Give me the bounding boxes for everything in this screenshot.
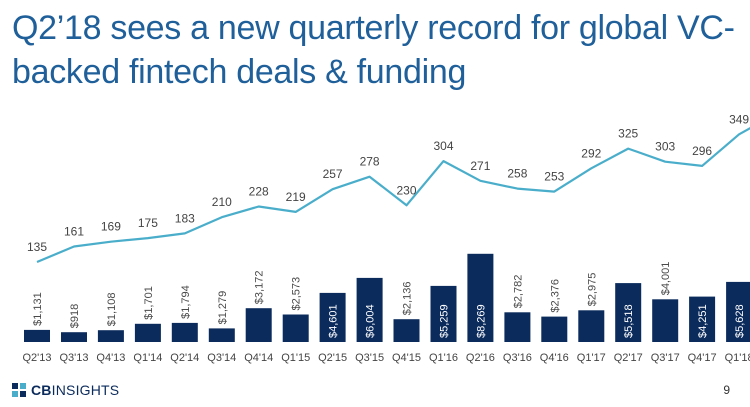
bar-Q1'17 — [578, 310, 605, 342]
cb-logo-icon — [12, 383, 26, 397]
x-tick-label: Q1'18 — [725, 352, 750, 364]
bar-Q3'15 — [356, 277, 383, 342]
x-tick-label: Q2'15 — [318, 352, 347, 364]
x-tick-label: Q3'13 — [59, 352, 88, 364]
bar-value-label: $5,259 — [439, 304, 451, 338]
bar-Q2'16 — [467, 253, 494, 342]
page-number: 9 — [723, 383, 730, 397]
x-tick-label: Q4'13 — [96, 352, 125, 364]
deal-count-label: 257 — [323, 167, 343, 181]
x-tick-label: Q1'15 — [281, 352, 310, 364]
deal-count-label: 135 — [27, 240, 47, 254]
bar-value-label: $1,108 — [106, 293, 118, 327]
deal-count-label: 349 — [729, 112, 749, 126]
deal-count-label: 175 — [138, 216, 158, 230]
bar-value-label: $3,172 — [254, 271, 266, 305]
deal-count-label: 161 — [64, 225, 84, 239]
bar-Q4'16 — [541, 316, 568, 342]
bar-Q1'15 — [282, 314, 309, 342]
deal-count-label: 210 — [212, 195, 232, 209]
x-tick-label: Q4'15 — [392, 352, 421, 364]
x-tick-label: Q4'17 — [688, 352, 717, 364]
deal-count-label: 183 — [175, 211, 195, 225]
logo-brand: CB — [31, 382, 52, 398]
bar-Q3'17 — [652, 299, 679, 342]
x-tick-label: Q3'14 — [207, 352, 236, 364]
x-tick-label: Q3'17 — [651, 352, 680, 364]
bar-value-label: $918 — [69, 304, 81, 328]
deal-count-label: 304 — [433, 139, 453, 153]
deal-count-label: 303 — [655, 140, 675, 154]
x-axis-labels: Q2'13 Q3'13 Q4'13 Q1'14 Q2'14 Q3'14 Q4'14 Q1'15… — [22, 352, 750, 364]
bar-Q4'15 — [393, 319, 420, 342]
deal-count-label: 296 — [692, 144, 712, 158]
deal-count-label: 271 — [470, 159, 490, 173]
deal-count-label: 292 — [581, 146, 601, 160]
bars-layer: $1,131 $918 $1,108 $1,701 $1,794 $1,279 $3,172… — [24, 253, 750, 342]
bar-Q2'13 — [24, 329, 50, 342]
deal-count-label: 253 — [544, 170, 564, 184]
bar-Q1'18 — [726, 281, 750, 342]
bar-Q2'14 — [171, 322, 198, 342]
x-tick-label: Q1'16 — [429, 352, 458, 364]
bar-Q4'14 — [245, 308, 272, 342]
x-tick-label: Q3'15 — [355, 352, 384, 364]
chart-title: Q2’18 sees a new quarterly record for gl… — [12, 9, 735, 91]
deal-count-label: 219 — [286, 190, 306, 204]
bar-value-label: $2,573 — [291, 277, 303, 311]
bar-value-label: $2,782 — [512, 275, 524, 309]
x-tick-label: Q1'17 — [577, 352, 606, 364]
bar-value-label: $1,279 — [217, 291, 229, 325]
bar-Q3'13 — [61, 332, 87, 342]
bar-value-label: $2,376 — [549, 279, 561, 313]
deal-count-label: 230 — [396, 183, 416, 197]
x-tick-label: Q2'16 — [466, 352, 495, 364]
deal-count-label: 278 — [360, 155, 380, 169]
deal-count-label: 325 — [618, 127, 638, 141]
bar-Q4'17 — [689, 296, 716, 342]
bar-value-label: $6,004 — [365, 304, 377, 338]
bar-value-label: $2,136 — [402, 282, 414, 316]
bar-Q2'17 — [615, 283, 642, 342]
bar-Q4'13 — [97, 330, 124, 342]
bar-Q3'14 — [208, 328, 235, 342]
x-tick-label: Q2'14 — [170, 352, 199, 364]
bar-value-label: $2,975 — [586, 273, 598, 307]
bar-value-label: $1,794 — [180, 285, 192, 319]
deal-count-label: 228 — [249, 185, 269, 199]
bar-value-label: $4,601 — [328, 304, 340, 338]
bar-Q3'16 — [504, 312, 531, 342]
deal-count-line — [36, 127, 750, 264]
x-tick-label: Q1'14 — [133, 352, 162, 364]
bar-value-label: $5,628 — [734, 304, 746, 338]
x-tick-label: Q4'16 — [540, 352, 569, 364]
bar-value-label: $1,701 — [143, 286, 155, 320]
bar-value-label: $4,251 — [697, 304, 709, 338]
bar-Q2'15 — [319, 292, 346, 342]
bar-value-label: $1,131 — [32, 292, 44, 326]
bar-value-label: $5,518 — [623, 304, 635, 338]
x-tick-label: Q2'13 — [22, 352, 51, 364]
x-tick-label: Q2'17 — [614, 352, 643, 364]
bar-value-label: $8,269 — [475, 304, 487, 338]
bar-Q1'16 — [430, 285, 457, 342]
deal-count-label: 169 — [101, 220, 121, 234]
deal-count-label: 258 — [507, 167, 527, 181]
line-layer: 135 161 169 175 183 210 228 219 257 278 230 304 271 2… — [27, 112, 750, 264]
cb-insights-logo: CBINSIGHTS — [12, 380, 119, 400]
x-tick-label: Q3'16 — [503, 352, 532, 364]
x-tick-label: Q4'14 — [244, 352, 273, 364]
logo-suffix: INSIGHTS — [51, 382, 120, 398]
bar-Q1'14 — [134, 323, 161, 342]
bar-value-label: $4,001 — [660, 262, 672, 296]
